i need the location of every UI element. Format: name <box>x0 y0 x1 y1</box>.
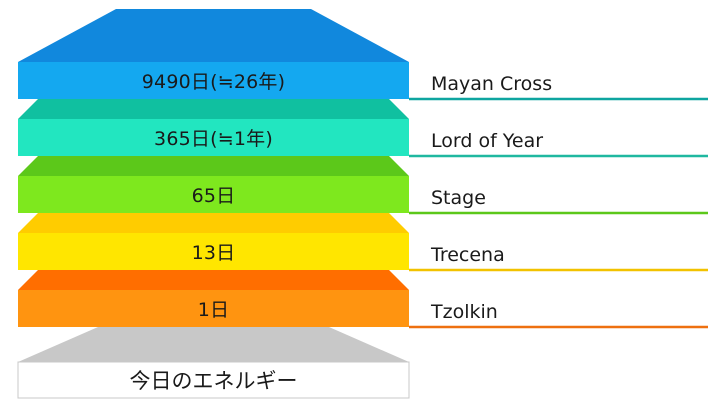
layer-top-facet-mayan-cross <box>18 9 409 62</box>
layer-face-stage <box>18 176 409 213</box>
layer-value-mayan-cross: 9490日(≒26年) <box>141 71 286 93</box>
base-top-facet <box>18 327 409 362</box>
layer-top-facet-stage <box>18 156 409 176</box>
layer-face-trecena <box>18 233 409 270</box>
base-label: 今日のエネルギー <box>129 369 298 393</box>
layer-top-facet-trecena <box>18 213 409 233</box>
base-face <box>17 361 410 399</box>
layer-top-facet-tzolkin <box>18 270 409 290</box>
layer-value-trecena: 13日 <box>191 242 236 264</box>
layer-name-tzolkin: Tzolkin <box>431 301 498 323</box>
layer-top-facet-lord-of-year <box>18 99 409 119</box>
layer-face-tzolkin <box>18 290 409 327</box>
layer-name-trecena: Trecena <box>431 244 505 266</box>
layer-value-lord-of-year: 365日(≒1年) <box>154 128 273 150</box>
layer-face-mayan-cross <box>18 62 409 99</box>
layer-name-lord-of-year: Lord of Year <box>431 130 544 152</box>
layer-face-lord-of-year <box>18 119 409 156</box>
layer-value-stage: 65日 <box>191 185 236 207</box>
layer-name-stage: Stage <box>431 187 486 209</box>
layer-value-tzolkin: 1日 <box>197 299 230 321</box>
layer-name-mayan-cross: Mayan Cross <box>431 73 553 95</box>
